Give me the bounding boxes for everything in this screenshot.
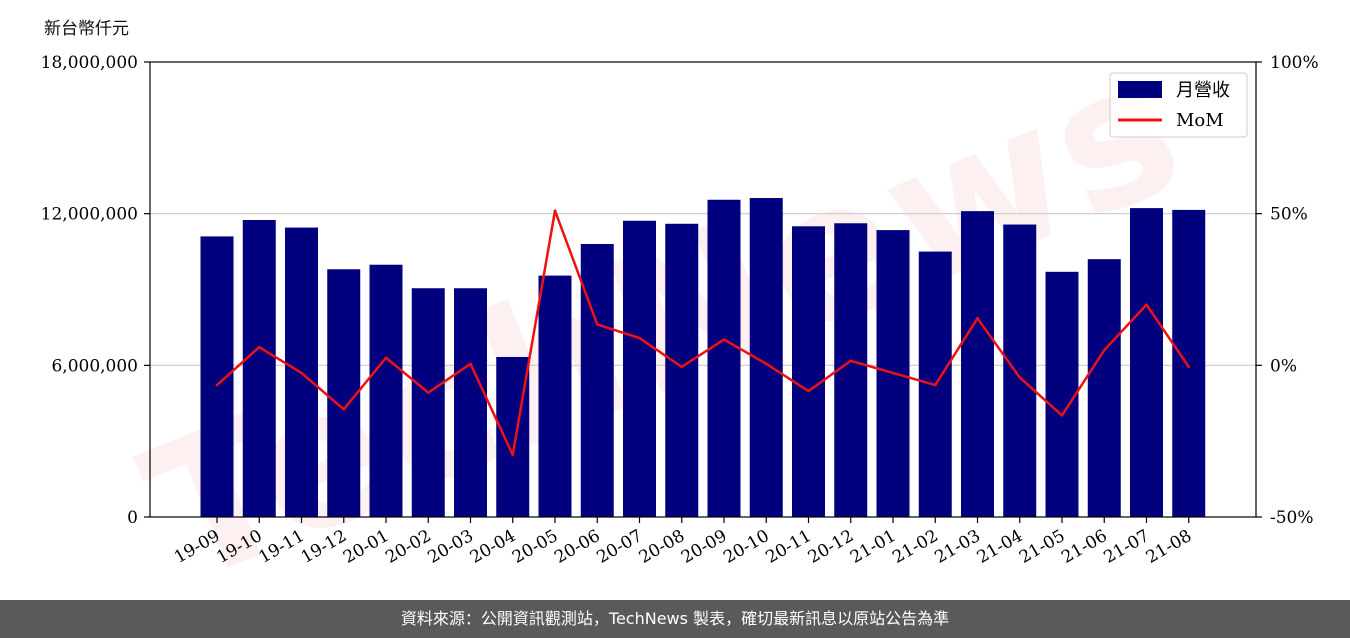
x-tick-label: 20-02 xyxy=(382,526,434,568)
source-footer: 資料來源：公開資訊觀測站，TechNews 製表，確切最新訊息以原站公告為準 xyxy=(0,600,1350,638)
x-tick-label: 20-07 xyxy=(594,526,646,568)
mom-point-20-12 xyxy=(849,359,853,363)
bar-21-04 xyxy=(1003,224,1037,517)
mom-point-20-07 xyxy=(638,336,641,340)
right-tick-label: 50% xyxy=(1270,205,1308,225)
mom-line xyxy=(216,209,1190,457)
x-tick-label: 20-04 xyxy=(467,526,519,568)
mom-point-20-09 xyxy=(722,338,726,341)
x-tick-label: 19-12 xyxy=(298,526,350,568)
right-tick-label: -50% xyxy=(1270,508,1314,528)
mom-point-21-02 xyxy=(933,383,937,387)
bar-19-12 xyxy=(327,269,361,517)
bar-21-07 xyxy=(1130,208,1163,517)
mom-point-21-08 xyxy=(1187,365,1191,369)
revenue-chart: 0 6,000,000 12,000,000 18,000,000 -50% 0% 50% 1… xyxy=(41,53,1319,568)
mom-point-21-03 xyxy=(976,317,979,320)
left-tick-label: 18,000,000 xyxy=(41,53,138,73)
bar-20-07 xyxy=(623,220,656,517)
bar-20-02 xyxy=(411,288,445,517)
bar-20-04 xyxy=(496,356,530,517)
x-tick-label: 21-04 xyxy=(974,526,1026,568)
x-tick-label: 20-03 xyxy=(425,526,477,568)
x-tick-label: 21-06 xyxy=(1058,526,1110,568)
x-tick-label: 21-03 xyxy=(932,526,984,568)
x-tick-label: 20-11 xyxy=(763,526,815,568)
mom-point-21-05 xyxy=(1060,414,1064,417)
mom-point-21-04 xyxy=(1018,376,1022,379)
legend-label-mom: MoM xyxy=(1176,110,1224,131)
mom-point-20-10 xyxy=(764,362,768,366)
mom-point-21-01 xyxy=(891,371,895,375)
x-tick-label: 21-08 xyxy=(1143,526,1195,568)
mom-point-20-04 xyxy=(511,453,515,457)
x-tick-label: 19-09 xyxy=(171,526,223,568)
bar-19-09 xyxy=(200,236,234,517)
x-tick-label: 20-08 xyxy=(636,526,688,568)
bar-20-09 xyxy=(707,199,741,517)
bar-20-11 xyxy=(792,226,825,518)
bar-21-06 xyxy=(1087,259,1121,517)
x-tick-label: 20-09 xyxy=(678,526,730,568)
x-tick-label: 21-07 xyxy=(1101,526,1153,568)
bar-20-03 xyxy=(454,288,487,517)
bar-21-03 xyxy=(961,211,994,517)
x-tick-label: 21-01 xyxy=(847,526,899,568)
x-tick-label: 19-10 xyxy=(213,526,265,568)
mom-point-21-07 xyxy=(1145,303,1148,306)
bar-21-05 xyxy=(1045,271,1079,517)
mom-point-20-06 xyxy=(595,323,599,326)
mom-point-21-06 xyxy=(1102,348,1106,352)
mom-point-19-12 xyxy=(342,408,346,411)
right-tick-label: 0% xyxy=(1270,356,1297,376)
x-tick-label: 21-02 xyxy=(889,526,941,568)
mom-point-20-03 xyxy=(469,362,472,366)
bar-21-08 xyxy=(1172,209,1206,517)
mom-point-20-11 xyxy=(807,389,810,393)
mom-point-20-05 xyxy=(553,209,557,212)
legend-swatch-revenue xyxy=(1118,81,1162,98)
bar-19-10 xyxy=(242,219,276,517)
left-tick-label: 6,000,000 xyxy=(51,356,138,376)
y-axis-unit-label: 新台幣仟元 xyxy=(44,19,129,39)
x-tick-label: 20-01 xyxy=(340,526,392,568)
legend-label-revenue: 月營收 xyxy=(1176,80,1230,101)
bar-20-06 xyxy=(580,244,614,517)
x-tick-label: 20-06 xyxy=(551,526,603,568)
left-tick-label: 0 xyxy=(127,508,138,528)
mom-point-19-10 xyxy=(257,345,261,349)
mom-point-19-11 xyxy=(300,371,303,375)
x-tick-label: 20-10 xyxy=(720,526,772,568)
plot-frame xyxy=(149,61,1257,518)
right-tick-label: 100% xyxy=(1270,53,1319,73)
x-tick-label: 21-05 xyxy=(1016,526,1068,568)
x-tick-label: 20-05 xyxy=(509,526,561,568)
bar-20-05 xyxy=(538,275,572,517)
mom-point-20-01 xyxy=(384,356,388,360)
mom-point-19-09 xyxy=(215,383,219,387)
bar-20-01 xyxy=(369,264,403,517)
mom-point-20-02 xyxy=(426,391,430,394)
mom-point-20-08 xyxy=(680,365,684,369)
bar-20-08 xyxy=(665,223,699,517)
x-tick-label: 20-12 xyxy=(805,526,857,568)
left-tick-label: 12,000,000 xyxy=(41,205,138,225)
x-tick-label: 19-11 xyxy=(256,526,308,568)
